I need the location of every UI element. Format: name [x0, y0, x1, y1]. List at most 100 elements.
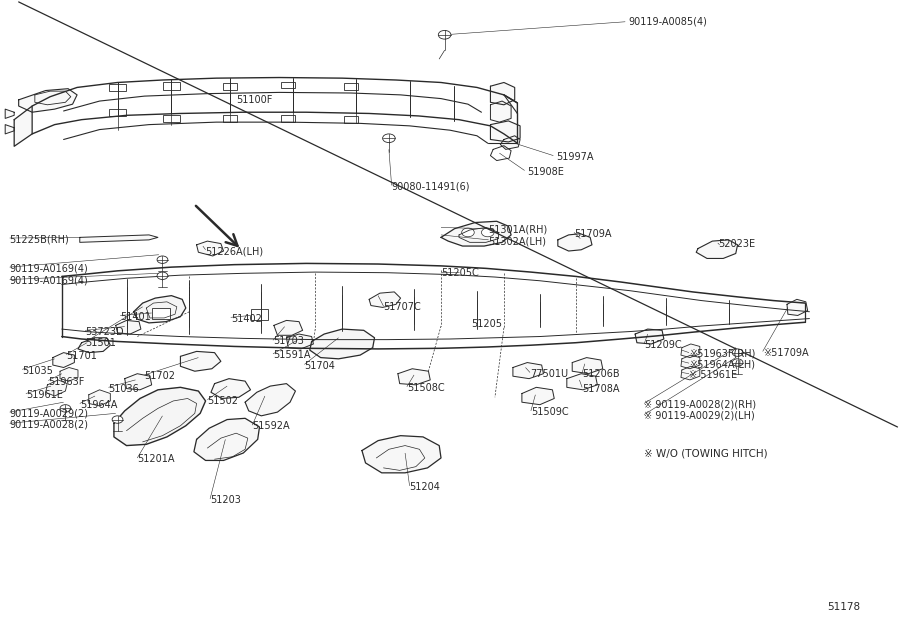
Polygon shape	[5, 109, 14, 119]
Circle shape	[462, 228, 474, 237]
Text: 51508C: 51508C	[407, 383, 445, 393]
Text: 51704: 51704	[304, 361, 336, 371]
Text: 51206B: 51206B	[582, 369, 620, 379]
Text: ※51709A: ※51709A	[762, 348, 808, 358]
Text: 51205: 51205	[472, 319, 502, 329]
Text: 90119-A0169(4): 90119-A0169(4)	[10, 276, 88, 286]
Text: ※ 90119-A0028(2)(RH): ※ 90119-A0028(2)(RH)	[644, 400, 756, 410]
Polygon shape	[211, 379, 250, 399]
Circle shape	[733, 359, 742, 366]
Polygon shape	[697, 240, 738, 258]
Polygon shape	[362, 436, 441, 473]
Polygon shape	[681, 355, 700, 369]
Circle shape	[60, 405, 71, 412]
Text: 51035: 51035	[22, 366, 53, 376]
Text: ※ 51961E: ※ 51961E	[689, 370, 737, 380]
Polygon shape	[635, 329, 664, 344]
Text: 51501: 51501	[86, 338, 116, 348]
Bar	[344, 83, 358, 89]
Text: 51502: 51502	[207, 396, 238, 406]
Polygon shape	[572, 358, 603, 374]
Text: 51702: 51702	[145, 371, 176, 381]
Text: 51701: 51701	[67, 351, 97, 361]
Text: 51708A: 51708A	[582, 384, 619, 394]
Circle shape	[733, 349, 742, 356]
Text: 51401: 51401	[121, 312, 151, 322]
Polygon shape	[46, 380, 68, 396]
Text: 51201A: 51201A	[138, 454, 175, 465]
Polygon shape	[441, 221, 511, 246]
Text: 53723D: 53723D	[86, 327, 124, 337]
Text: ※ 90119-A0029(2)(LH): ※ 90119-A0029(2)(LH)	[644, 411, 755, 421]
Text: 51703: 51703	[273, 337, 304, 347]
Bar	[163, 115, 179, 122]
Circle shape	[158, 256, 167, 263]
Bar	[222, 83, 237, 89]
Circle shape	[158, 272, 167, 279]
Polygon shape	[398, 369, 430, 385]
Bar	[110, 109, 126, 116]
Polygon shape	[558, 233, 592, 251]
Text: 51964A: 51964A	[80, 400, 117, 410]
Circle shape	[482, 228, 494, 237]
Text: 51203: 51203	[210, 495, 241, 505]
Polygon shape	[134, 296, 185, 323]
Polygon shape	[274, 320, 302, 335]
Polygon shape	[491, 121, 520, 142]
Polygon shape	[310, 329, 374, 359]
Bar	[250, 309, 268, 320]
Text: 90119-A0028(2): 90119-A0028(2)	[10, 420, 89, 430]
Text: ※51964A(LH): ※51964A(LH)	[689, 360, 755, 369]
Polygon shape	[60, 368, 78, 381]
Polygon shape	[286, 334, 313, 349]
Text: 52023E: 52023E	[718, 239, 755, 249]
Text: 51591A: 51591A	[273, 350, 310, 360]
Text: 51100F: 51100F	[236, 95, 273, 105]
Polygon shape	[80, 235, 158, 242]
Polygon shape	[53, 353, 75, 368]
Polygon shape	[116, 320, 141, 334]
Circle shape	[112, 416, 123, 424]
Bar	[344, 116, 358, 123]
Polygon shape	[681, 344, 700, 358]
Polygon shape	[14, 106, 32, 147]
Bar	[281, 115, 295, 122]
Text: 51997A: 51997A	[556, 152, 593, 162]
Text: 51963F: 51963F	[49, 377, 85, 387]
Text: 51592A: 51592A	[252, 422, 290, 432]
Text: 90119-A0029(2): 90119-A0029(2)	[10, 409, 89, 419]
Polygon shape	[78, 338, 111, 353]
Text: 51178: 51178	[827, 602, 860, 612]
Polygon shape	[500, 136, 520, 150]
Polygon shape	[114, 388, 205, 446]
Polygon shape	[196, 241, 223, 256]
Polygon shape	[369, 292, 400, 307]
Bar	[163, 83, 179, 90]
Text: 51209C: 51209C	[644, 340, 681, 350]
Text: 51226A(LH): 51226A(LH)	[205, 246, 264, 256]
Polygon shape	[194, 419, 259, 460]
Text: 77501U: 77501U	[530, 369, 568, 379]
Polygon shape	[567, 374, 598, 390]
Polygon shape	[180, 351, 220, 371]
Text: 90119-A0085(4): 90119-A0085(4)	[628, 17, 706, 27]
Polygon shape	[491, 83, 515, 105]
Polygon shape	[522, 388, 554, 405]
Bar	[281, 81, 295, 88]
Text: 51302A(LH): 51302A(LH)	[489, 236, 546, 246]
Text: 51509C: 51509C	[531, 407, 569, 417]
Polygon shape	[681, 366, 700, 380]
Polygon shape	[491, 101, 511, 122]
Polygon shape	[19, 89, 77, 112]
Polygon shape	[89, 390, 111, 406]
Text: 51036: 51036	[109, 384, 140, 394]
Circle shape	[382, 134, 395, 143]
Text: 51402: 51402	[230, 314, 262, 324]
Text: 90080-11491(6): 90080-11491(6)	[392, 181, 470, 191]
Text: 51225B(RH): 51225B(RH)	[10, 234, 69, 244]
Text: ※ W/O (TOWING HITCH): ※ W/O (TOWING HITCH)	[644, 448, 768, 458]
Text: 51204: 51204	[410, 482, 440, 492]
Polygon shape	[125, 374, 152, 390]
Bar	[110, 84, 126, 91]
Text: 51707C: 51707C	[383, 302, 421, 312]
